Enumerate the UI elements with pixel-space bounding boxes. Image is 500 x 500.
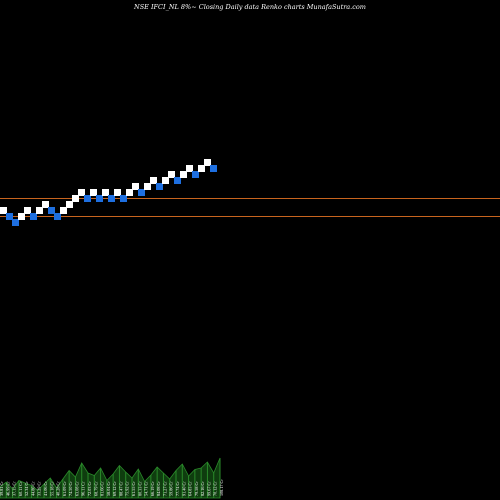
- renko-brick-down: [12, 219, 19, 226]
- volume-label: 64.83 Cr: [188, 481, 193, 496]
- volume-label: 63.08 Cr: [74, 481, 79, 496]
- renko-brick-up: [150, 177, 157, 184]
- volume-label: 77.74 Cr: [175, 481, 180, 496]
- renko-brick-up: [72, 195, 79, 202]
- volume-label: 39.81 Cr: [0, 481, 4, 496]
- volume-label: 33.29 Cr: [37, 481, 42, 496]
- volume-label: 61.09 Cr: [62, 481, 67, 496]
- volume-label: 59.86 Cr: [169, 481, 174, 496]
- volume-label: 69.12 Cr: [112, 481, 117, 496]
- volume-label: 68.79 Cr: [93, 481, 98, 496]
- renko-brick-down: [174, 177, 181, 184]
- volume-label: 80.33 Cr: [137, 481, 142, 496]
- volume-label: 44.86 Cr: [30, 481, 35, 496]
- renko-brick-up: [36, 207, 43, 214]
- renko-bricks: [0, 159, 217, 226]
- chart-title: NSE IFCI_NL 8%~ Closing Daily data Renko…: [133, 3, 366, 11]
- volume-label: 61.55 Cr: [131, 481, 136, 496]
- renko-brick-up: [168, 171, 175, 178]
- volume-label: 70.12 Cr: [213, 481, 218, 496]
- volume-label: 66.19 Cr: [150, 481, 155, 496]
- volume-label: 91.40 Cr: [181, 481, 186, 496]
- renko-brick-down: [30, 213, 37, 220]
- volume-label: 74.50 Cr: [68, 481, 73, 496]
- volume-label: 72.03 Cr: [87, 481, 92, 496]
- volume-label: 41.06 Cr: [43, 481, 48, 496]
- renko-brick-up: [186, 165, 193, 172]
- volume-label: 88.47 Cr: [118, 481, 123, 496]
- volume-labels: 39.81 Cr 46.99 Cr 37.15 Cr 60.11 Cr 52.34 Cr…: [0, 479, 224, 496]
- volume-label: 84.08 Cr: [156, 481, 161, 496]
- volume-label: 71.27 Cr: [162, 481, 167, 496]
- renko-brick-up: [162, 177, 169, 184]
- renko-brick-down: [192, 171, 199, 178]
- renko-brick-down: [84, 195, 91, 202]
- volume-label: 99.67 Cr: [206, 481, 211, 496]
- renko-brick-up: [0, 207, 7, 214]
- renko-brick-up: [66, 201, 73, 208]
- volume-label: 60.11 Cr: [18, 481, 23, 496]
- volume-label: 81.66 Cr: [100, 481, 105, 496]
- renko-brick-up: [126, 189, 133, 196]
- renko-brick-up: [132, 183, 139, 190]
- volume-label: 37.15 Cr: [12, 481, 17, 496]
- volume-panel: [0, 457, 221, 499]
- renko-brick-up: [204, 159, 211, 166]
- renko-brick-up: [180, 171, 187, 178]
- volume-label: 79.58 Cr: [194, 481, 199, 496]
- renko-brick-down: [120, 195, 127, 202]
- volume-label: 108.17 Cr: [219, 479, 224, 496]
- level-lines: [0, 198, 500, 217]
- renko-brick-up: [18, 213, 25, 220]
- renko-brick-down: [156, 183, 163, 190]
- volume-label: 96.11 Cr: [81, 481, 86, 496]
- renko-brick-down: [210, 165, 217, 172]
- renko-brick-up: [114, 189, 121, 196]
- renko-brick-up: [42, 201, 49, 208]
- renko-brick-up: [78, 189, 85, 196]
- volume-label: 40.28 Cr: [56, 481, 61, 496]
- renko-brick-down: [108, 195, 115, 202]
- volume-label: 82.16 Cr: [200, 481, 205, 496]
- volume-label: 58.04 Cr: [106, 481, 111, 496]
- renko-brick-up: [102, 189, 109, 196]
- renko-brick-up: [90, 189, 97, 196]
- volume-label: 52.34 Cr: [24, 481, 29, 496]
- volume-label: 75.92 Cr: [125, 481, 130, 496]
- renko-brick-down: [6, 213, 13, 220]
- renko-brick-down: [138, 189, 145, 196]
- renko-brick-up: [144, 183, 151, 190]
- volume-label: 46.99 Cr: [5, 481, 10, 496]
- renko-brick-down: [54, 213, 61, 220]
- renko-brick-up: [60, 207, 67, 214]
- volume-label: 54.71 Cr: [144, 481, 149, 496]
- renko-brick-down: [48, 207, 55, 214]
- volume-label: 55.18 Cr: [49, 481, 54, 496]
- renko-brick-up: [198, 165, 205, 172]
- renko-brick-up: [24, 207, 31, 214]
- renko-brick-down: [96, 195, 103, 202]
